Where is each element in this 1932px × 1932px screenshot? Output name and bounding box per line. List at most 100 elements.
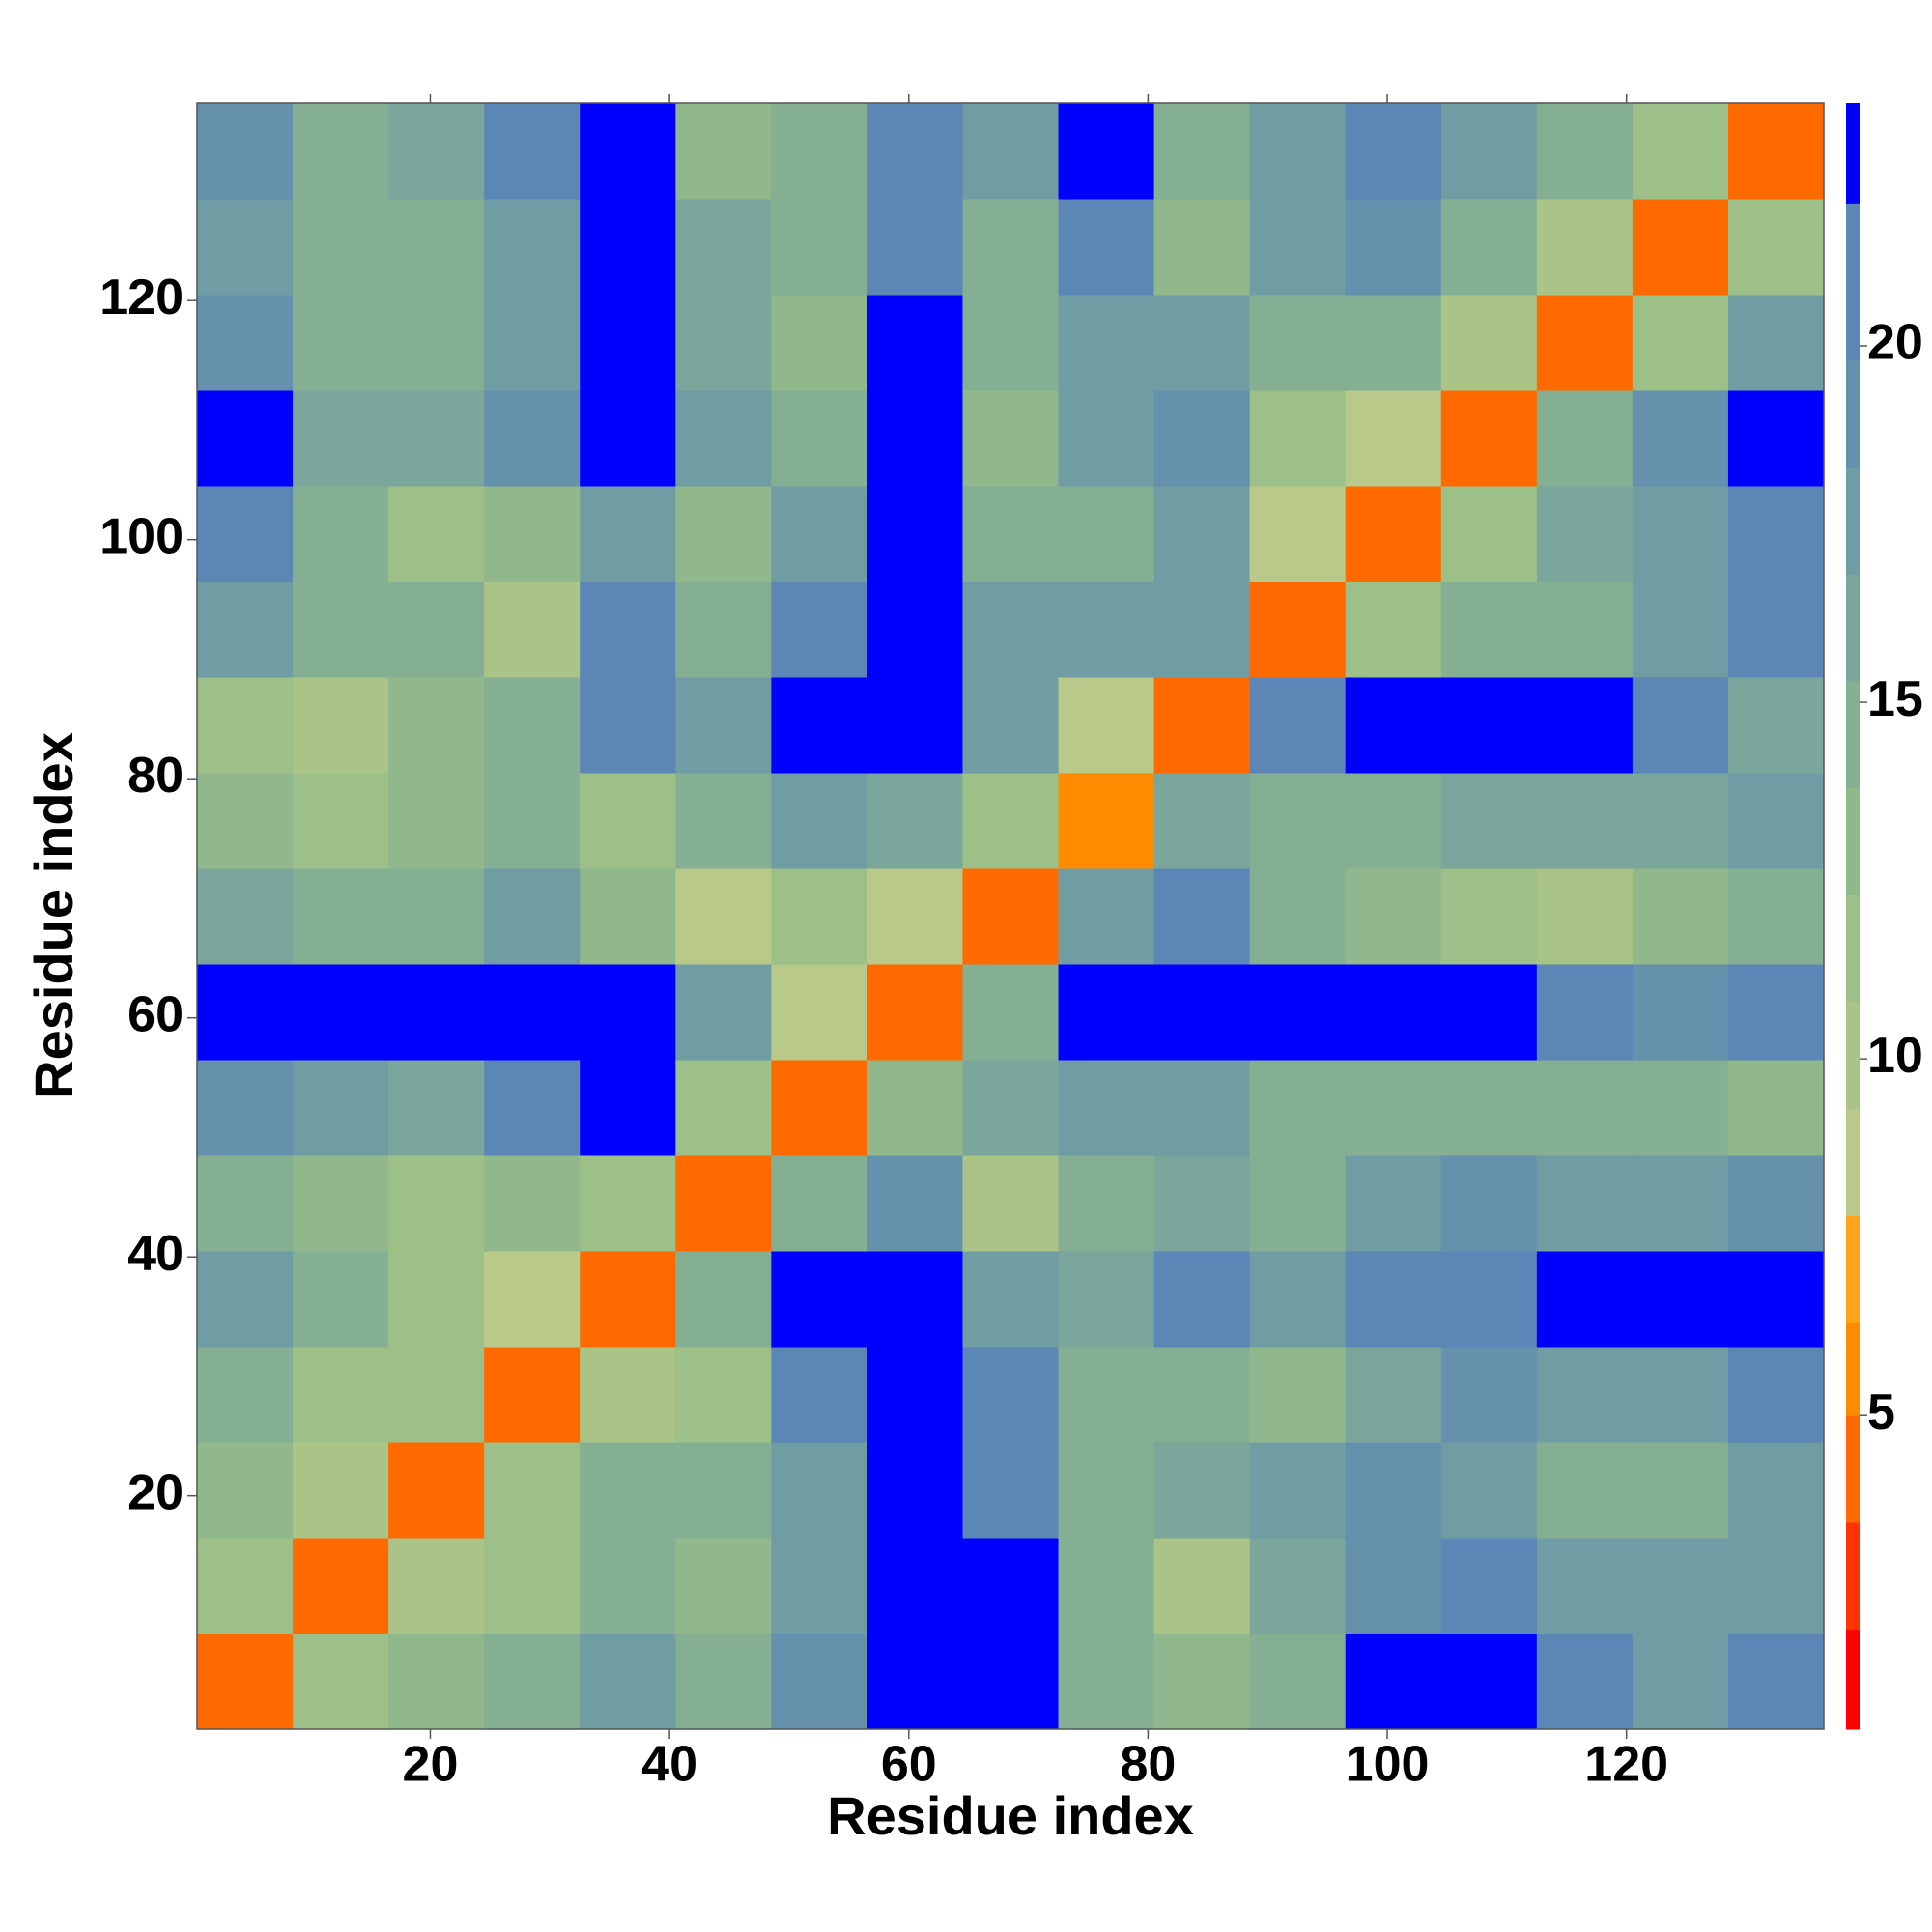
heatmap-cell [675,1538,772,1634]
heatmap-cell [867,1634,963,1730]
heatmap-cell [1058,1251,1155,1348]
heatmap-cell [388,868,485,965]
heatmap-cell [1727,677,1825,774]
heatmap-cell [1249,773,1347,869]
heatmap-cell [1440,964,1538,1061]
heatmap-cell [1153,486,1251,582]
colorbar-band [1846,574,1860,682]
heatmap-cell [1153,1060,1251,1156]
heatmap-cell [1345,868,1442,965]
colorbar-tick-label: 15 [1867,671,1923,727]
heatmap-cell [867,1251,963,1348]
heatmap-cell [1727,773,1825,869]
heatmap-cell [484,677,581,774]
heatmap-cell [388,295,485,391]
heatmap-cell [484,103,581,200]
heatmap-cell [962,295,1060,391]
heatmap-cell [1440,1634,1538,1730]
heatmap-cell [1632,964,1729,1061]
heatmap-cell [1249,295,1347,391]
heatmap-cell [1058,1155,1155,1252]
heatmap-cell [1153,773,1251,869]
heatmap-cell [867,390,963,487]
heatmap-cell [1536,1060,1634,1156]
heatmap-cell [675,773,772,869]
heatmap-cell [388,1155,485,1252]
colorbar-band [1846,1415,1860,1523]
heatmap-cell [1153,1634,1251,1730]
plot-frame [196,102,1825,1730]
heatmap-cell [867,1347,963,1443]
heatmap-cell [867,1155,963,1252]
heatmap-cell [1153,1347,1251,1443]
heatmap-cell [197,1442,294,1539]
heatmap-cell [197,486,294,582]
heatmap-cell [293,677,389,774]
heatmap-cell [962,390,1060,487]
heatmap-cell [675,295,772,391]
heatmap-cell [293,1155,389,1252]
heatmap-cell [197,1251,294,1348]
heatmap-cell [771,295,867,391]
heatmap-cell [1058,199,1155,296]
heatmap-cell [1249,199,1347,296]
heatmap-cell [1153,1442,1251,1539]
heatmap-cell [675,677,772,774]
y-tick-label: 60 [128,986,184,1042]
colorbar-tick-label: 10 [1867,1028,1923,1084]
heatmap-cell [1536,582,1634,678]
colorbar-band [1846,1108,1860,1217]
heatmap-cell [771,868,867,965]
heatmap-cell [867,964,963,1061]
heatmap-cell [1727,295,1825,391]
heatmap-cell [1153,1538,1251,1634]
heatmap-cell [1727,1442,1825,1539]
heatmap-cell [1727,1155,1825,1252]
heatmap-cell [197,1538,294,1634]
heatmap-cell [867,868,963,965]
heatmap-cell [1058,964,1155,1061]
heatmap-cell [771,486,867,582]
heatmap-cell [1632,582,1729,678]
heatmap-cell [1345,390,1442,487]
heatmap-cell [293,103,389,200]
heatmap-cell [484,390,581,487]
heatmap-cell [1153,582,1251,678]
colorbar-band [1846,103,1860,204]
heatmap-cell [1536,773,1634,869]
heatmap-cell [293,1060,389,1156]
heatmap-cell [484,486,581,582]
heatmap-cell [1153,199,1251,296]
heatmap-cell [197,868,294,965]
heatmap-cell [197,1155,294,1252]
heatmap-cell [1727,1347,1825,1443]
heatmap-cell [1440,1251,1538,1348]
x-axis-label: Residue index [827,1785,1194,1846]
heatmap-cell [1536,964,1634,1061]
heatmap-cell [1058,677,1155,774]
heatmap-cell [675,486,772,582]
heatmap-cell [771,677,867,774]
heatmap-cell [675,1251,772,1348]
heatmap-cell [388,1347,485,1443]
heatmap-cell [1440,868,1538,965]
heatmap-cell [1249,1155,1347,1252]
heatmap-cell [388,1251,485,1348]
heatmap-cell [962,1155,1060,1252]
heatmap-cell [197,1347,294,1443]
heatmap-cell [1632,295,1729,391]
heatmap-cell [675,1634,772,1730]
colorbar-band [1846,467,1860,575]
colorbar-tick-label: 5 [1867,1384,1895,1440]
heatmap-cell [580,1251,676,1348]
heatmap-cell [1727,486,1825,582]
heatmap-cell [675,1155,772,1252]
heatmap-cell [1058,486,1155,582]
heatmap-cell [580,1060,676,1156]
x-tick-label: 120 [1584,1737,1668,1793]
heatmap-cell [388,486,485,582]
heatmap-cell [1249,677,1347,774]
heatmap-cell [1632,773,1729,869]
heatmap-cell [1345,1538,1442,1634]
heatmap-cell [1345,1347,1442,1443]
